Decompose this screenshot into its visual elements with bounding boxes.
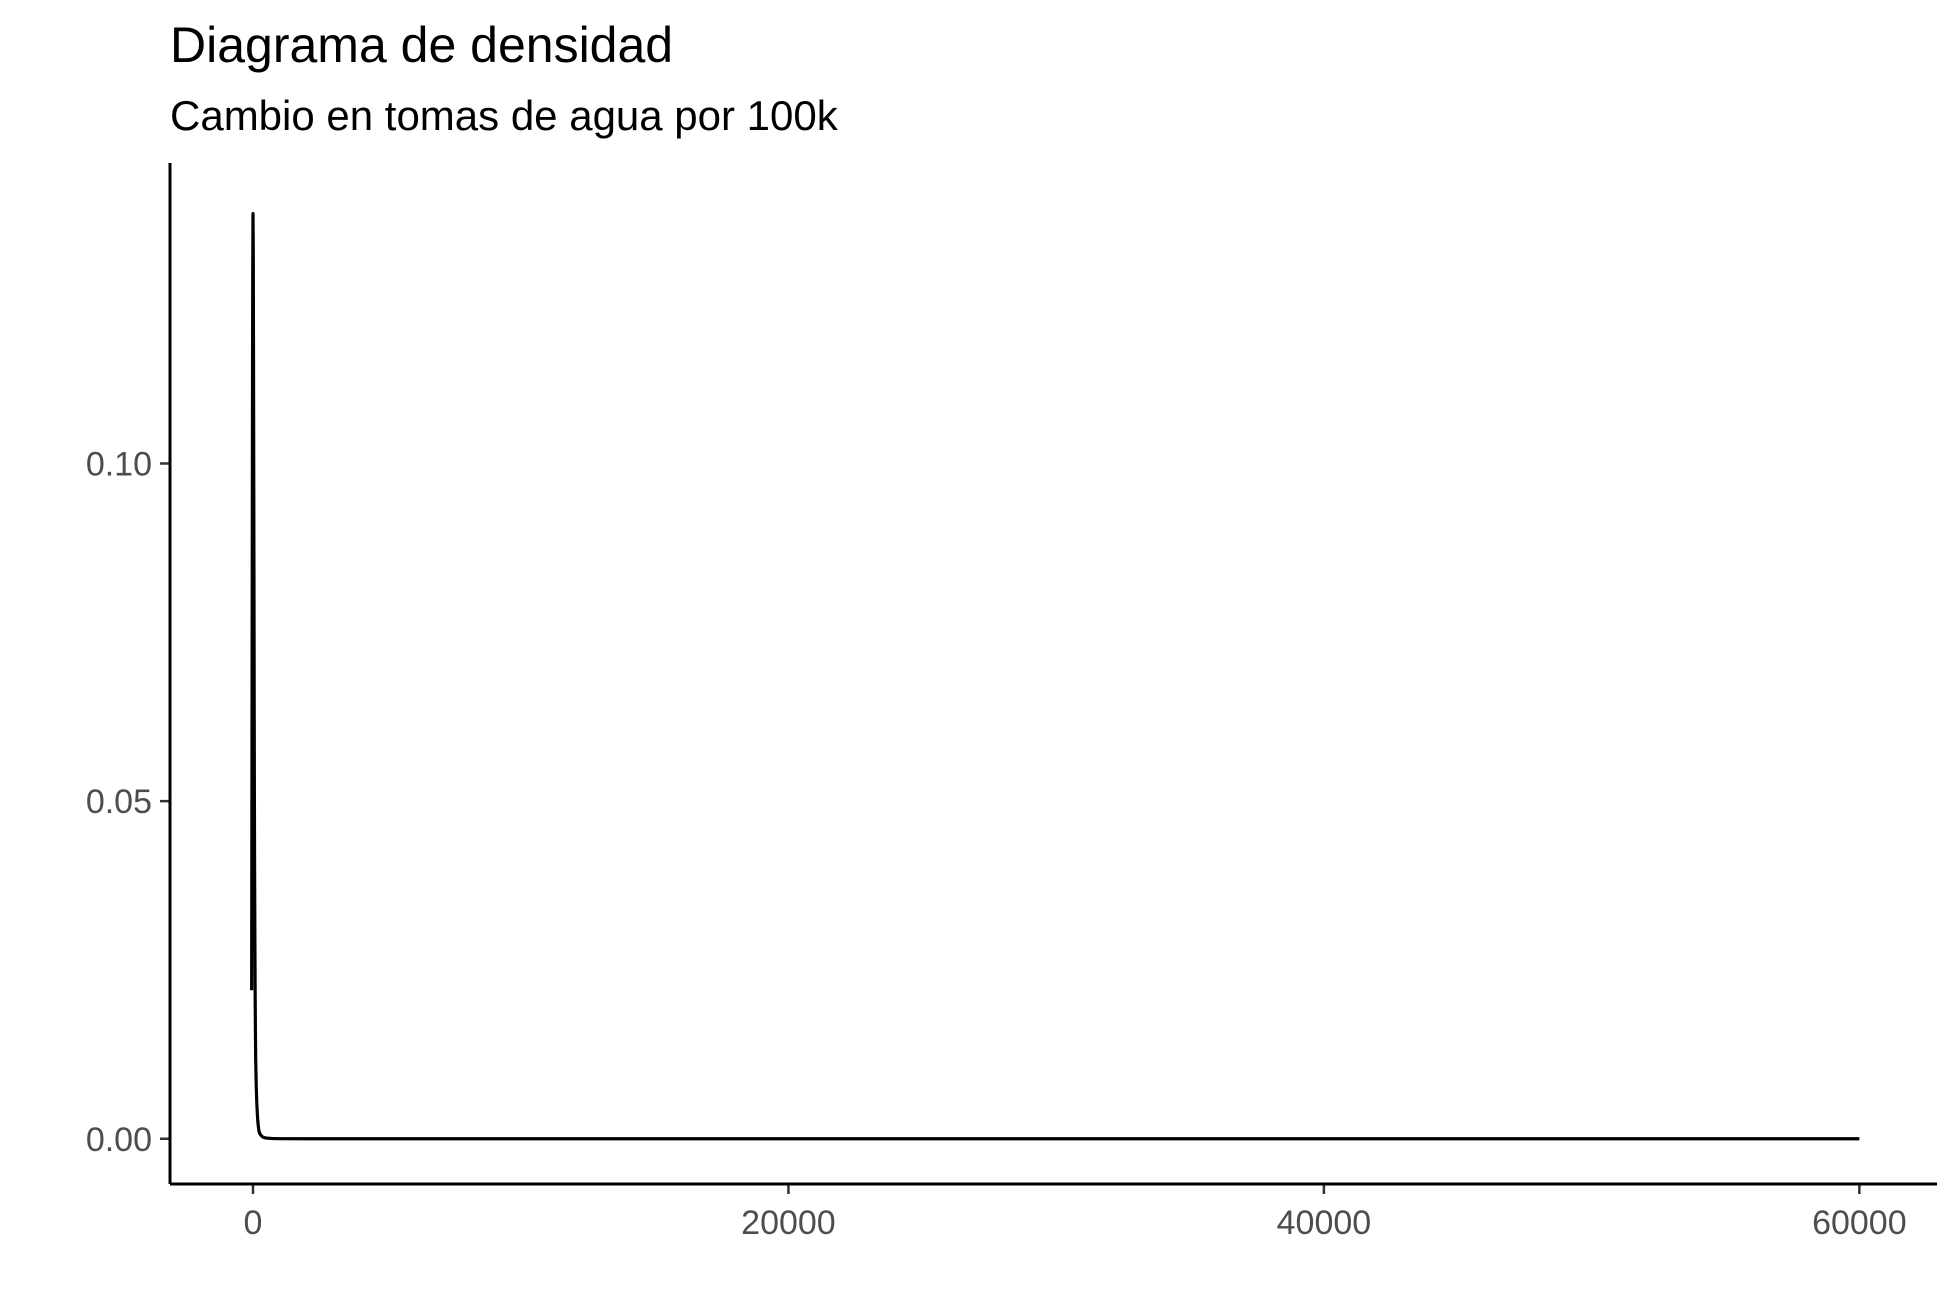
x-axis-ticks: 0 20000 40000 60000 xyxy=(244,1184,1907,1242)
chart-subtitle: Cambio en tomas de agua por 100k xyxy=(170,92,839,139)
x-tick-label: 60000 xyxy=(1812,1204,1907,1242)
x-tick-label: 20000 xyxy=(741,1204,836,1242)
density-series-line xyxy=(250,212,1860,1141)
y-tick-label: 0.10 xyxy=(86,445,152,483)
y-tick-label: 0.05 xyxy=(86,783,152,821)
x-tick-label: 40000 xyxy=(1277,1204,1372,1242)
y-tick-label: 0.00 xyxy=(86,1121,152,1159)
x-tick-label: 0 xyxy=(244,1204,263,1242)
chart-title: Diagrama de densidad xyxy=(170,17,673,73)
y-axis-ticks: 0.00 0.05 0.10 xyxy=(86,445,170,1159)
